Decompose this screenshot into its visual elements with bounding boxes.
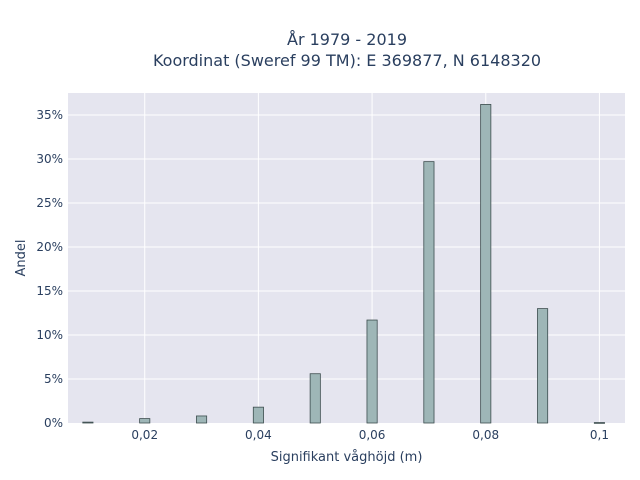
- bar-0_08: [480, 104, 492, 424]
- y-tick-label: 5%: [44, 372, 63, 386]
- y-tick-label: 10%: [36, 328, 63, 342]
- y-tick-label: 30%: [36, 152, 63, 166]
- bar-0_03: [196, 415, 208, 424]
- y-tick-labels: 0% 5% 10% 15% 20% 25% 30% 35%: [36, 108, 63, 430]
- bar-0_09: [537, 308, 549, 424]
- plot-area: [68, 93, 625, 423]
- y-tick-label: 15%: [36, 284, 63, 298]
- bar-0_05: [309, 373, 321, 424]
- bar-0_02: [139, 418, 151, 424]
- y-axis-title: Andel: [14, 240, 29, 277]
- x-tick-labels: 0,02 0,04 0,06 0,08 0,1: [131, 428, 609, 442]
- bar-layer: [82, 104, 605, 424]
- x-tick-label: 0,02: [131, 428, 158, 442]
- x-tick-label: 0,06: [359, 428, 386, 442]
- chart-title-line-2: Koordinat (Sweref 99 TM): E 369877, N 61…: [153, 51, 541, 70]
- chart-title-line-1: År 1979 - 2019: [287, 30, 407, 49]
- x-tick-label: 0,08: [472, 428, 499, 442]
- x-tick-label: 0,04: [245, 428, 272, 442]
- bar-0_01: [82, 421, 94, 424]
- bar-0_04: [252, 406, 264, 424]
- y-tick-label: 25%: [36, 196, 63, 210]
- x-tick-label: 0,1: [590, 428, 609, 442]
- bar-0_07: [423, 161, 435, 424]
- x-axis-title: Signifikant våghöjd (m): [271, 450, 423, 465]
- bar-0_1: [593, 422, 605, 424]
- y-tick-label: 0%: [44, 416, 63, 430]
- y-tick-label: 20%: [36, 240, 63, 254]
- bar-0_06: [366, 319, 378, 424]
- y-tick-label: 35%: [36, 108, 63, 122]
